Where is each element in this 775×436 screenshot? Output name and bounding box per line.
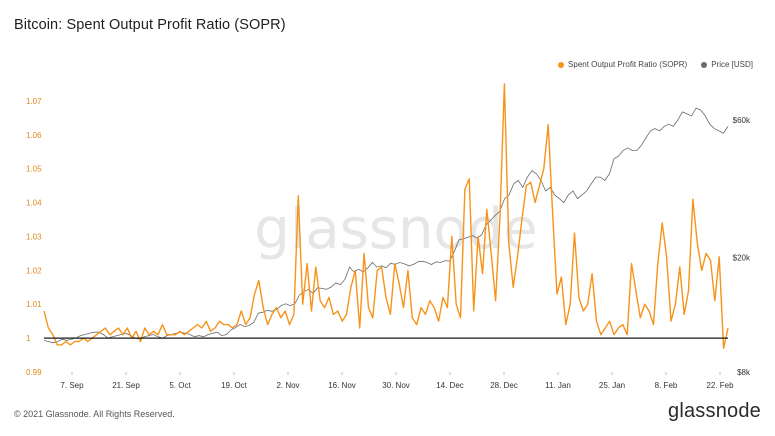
legend: Spent Output Profit Ratio (SOPR) Price [… bbox=[558, 60, 753, 69]
legend-dot-price bbox=[701, 61, 708, 68]
y-tick-label: 1.06 bbox=[26, 131, 42, 140]
legend-dot-sopr bbox=[558, 61, 565, 68]
y-tick-label: 1.02 bbox=[26, 266, 42, 275]
legend-label-price: Price [USD] bbox=[711, 60, 753, 69]
price-line bbox=[43, 107, 729, 344]
x-tick-label: 2. Nov bbox=[276, 381, 299, 390]
y2-tick-label: $8k bbox=[737, 368, 751, 377]
x-tick-label: 8. Feb bbox=[655, 381, 678, 390]
y-tick-label: 1.03 bbox=[26, 232, 42, 241]
legend-label-sopr: Spent Output Profit Ratio (SOPR) bbox=[568, 60, 688, 69]
legend-item-sopr[interactable]: Spent Output Profit Ratio (SOPR) bbox=[558, 60, 687, 69]
x-tick-label: 22. Feb bbox=[706, 381, 734, 390]
x-tick-label: 28. Dec bbox=[490, 381, 518, 390]
x-tick-label: 11. Jan bbox=[545, 381, 571, 390]
y-tick-label: 1.05 bbox=[26, 165, 42, 174]
legend-item-price[interactable]: Price [USD] bbox=[701, 60, 753, 69]
copyright-text: © 2021 Glassnode. All Rights Reserved. bbox=[14, 409, 175, 419]
x-tick-label: 19. Oct bbox=[221, 381, 248, 390]
x-tick-label: 25. Jan bbox=[599, 381, 625, 390]
y-tick-label: 1.01 bbox=[26, 300, 42, 309]
y-tick-label: 1.04 bbox=[26, 199, 42, 208]
y-tick-label: 0.99 bbox=[26, 368, 42, 377]
x-tick-label: 21. Sep bbox=[112, 381, 140, 390]
glassnode-logo: glassnode bbox=[668, 400, 761, 422]
chart-title: Bitcoin: Spent Output Profit Ratio (SOPR… bbox=[14, 17, 286, 33]
x-tick-label: 5. Oct bbox=[169, 381, 191, 390]
y2-tick-label: $60k bbox=[733, 116, 751, 125]
y-tick-label: 1 bbox=[26, 334, 31, 343]
x-tick-label: 30. Nov bbox=[382, 381, 410, 390]
x-tick-label: 16. Nov bbox=[328, 381, 356, 390]
x-tick-label: 7. Sep bbox=[60, 381, 84, 390]
y2-tick-label: $20k bbox=[733, 253, 751, 262]
y-tick-label: 1.07 bbox=[26, 97, 42, 106]
sopr-line bbox=[43, 83, 729, 349]
x-tick-label: 14. Dec bbox=[436, 381, 464, 390]
